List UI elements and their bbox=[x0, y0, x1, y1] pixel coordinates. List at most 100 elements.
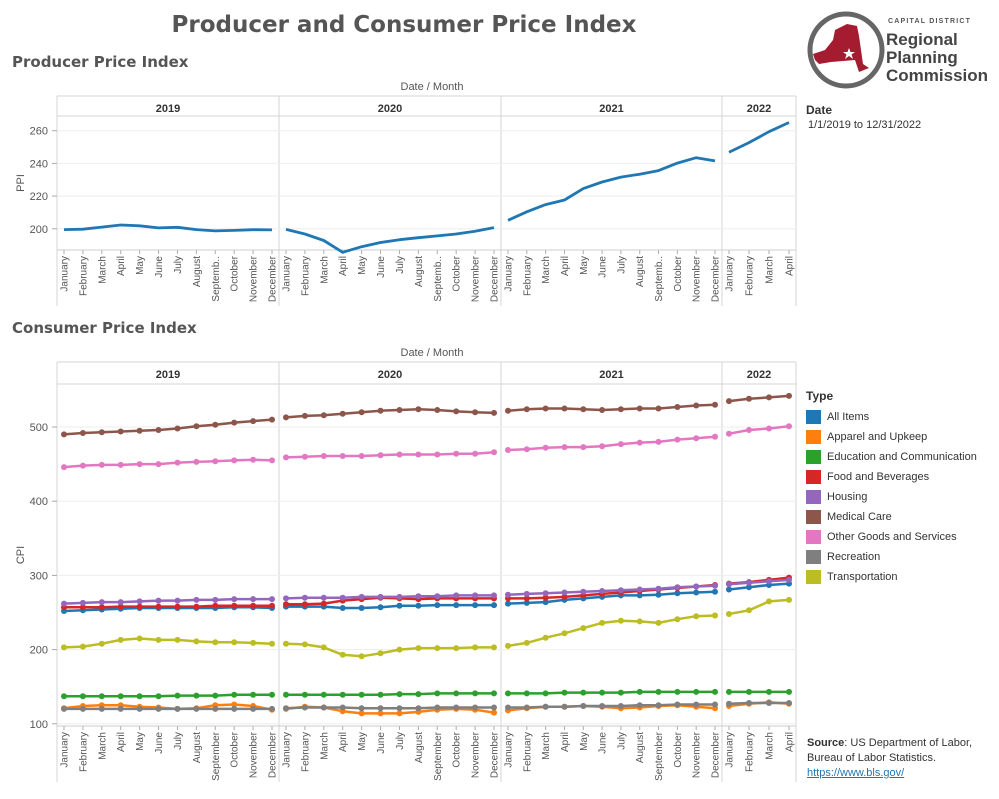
data-point bbox=[766, 425, 772, 432]
legend-item[interactable]: Transportation bbox=[806, 567, 977, 587]
data-point bbox=[491, 592, 497, 599]
data-point bbox=[542, 599, 549, 606]
data-point bbox=[674, 404, 681, 410]
data-point bbox=[136, 461, 143, 468]
data-point bbox=[523, 590, 530, 597]
data-point bbox=[358, 409, 365, 416]
legend-item[interactable]: Apparel and Upkeep bbox=[806, 427, 977, 447]
x-tick-label: April bbox=[116, 256, 127, 276]
data-point bbox=[339, 651, 346, 658]
x-tick-label: November bbox=[692, 255, 703, 302]
x-tick-label: October bbox=[673, 255, 684, 291]
x-tick-label: March bbox=[319, 256, 330, 284]
data-point bbox=[193, 603, 200, 610]
legend-item[interactable]: Food and Beverages bbox=[806, 467, 977, 487]
data-point bbox=[766, 688, 772, 695]
date-filter-title: Date bbox=[806, 103, 833, 117]
data-point bbox=[358, 705, 365, 712]
data-point bbox=[523, 639, 530, 646]
x-tick-label: August bbox=[414, 732, 425, 763]
data-point bbox=[726, 586, 732, 593]
data-point bbox=[339, 453, 346, 459]
data-point bbox=[320, 412, 327, 419]
data-point bbox=[746, 607, 752, 614]
data-point bbox=[301, 704, 308, 711]
data-point bbox=[523, 704, 530, 711]
series-line bbox=[508, 690, 715, 695]
data-point bbox=[61, 644, 67, 651]
data-point bbox=[561, 703, 568, 710]
data-point bbox=[155, 636, 162, 643]
data-point bbox=[523, 690, 530, 697]
data-point bbox=[174, 425, 181, 432]
data-point bbox=[269, 457, 275, 464]
data-point bbox=[491, 704, 497, 711]
data-point bbox=[505, 704, 511, 711]
data-point bbox=[396, 451, 403, 458]
legend-item[interactable]: Recreation bbox=[806, 547, 977, 567]
x-tick-label: August bbox=[635, 256, 646, 287]
y-tick-label: 240 bbox=[30, 158, 48, 170]
x-tick-label: February bbox=[745, 732, 756, 772]
legend-swatch bbox=[806, 410, 821, 424]
data-point bbox=[231, 701, 238, 708]
data-point bbox=[339, 605, 346, 611]
data-point bbox=[301, 453, 308, 460]
data-point bbox=[155, 693, 162, 700]
x-tick-label: August bbox=[192, 732, 203, 763]
data-point bbox=[786, 423, 792, 430]
series-line bbox=[507, 403, 716, 412]
logo-line-planning: Planning bbox=[886, 48, 958, 67]
data-point bbox=[61, 705, 67, 712]
legend-item[interactable]: Medical Care bbox=[806, 507, 977, 527]
x-tick-label: October bbox=[230, 255, 241, 291]
legend-item[interactable]: All Items bbox=[806, 407, 977, 427]
legend-item[interactable]: Education and Communication bbox=[806, 447, 977, 467]
data-point bbox=[155, 427, 162, 433]
data-point bbox=[655, 585, 662, 592]
data-point bbox=[674, 701, 681, 708]
data-point bbox=[523, 406, 530, 413]
data-point bbox=[726, 581, 732, 588]
legend-item[interactable]: Other Goods and Services bbox=[806, 527, 977, 547]
x-tick-label: August bbox=[192, 256, 203, 287]
data-point bbox=[617, 617, 624, 624]
source-text: : US Department of Labor, Bureau of Labo… bbox=[807, 737, 973, 764]
data-point bbox=[655, 405, 662, 412]
x-tick-label: October bbox=[452, 731, 463, 767]
source-label: Source bbox=[807, 737, 845, 749]
data-point bbox=[269, 416, 275, 423]
data-point bbox=[250, 639, 257, 646]
legend-item[interactable]: Housing bbox=[806, 487, 977, 507]
data-point bbox=[655, 591, 662, 598]
data-point bbox=[250, 602, 257, 609]
data-point bbox=[542, 703, 549, 710]
date-filter[interactable]: Date 1/1/2019 to 12/31/2022 bbox=[806, 103, 921, 131]
x-tick-label: July bbox=[173, 256, 184, 274]
data-point bbox=[491, 644, 497, 651]
rpc-logo: CAPITAL DISTRICT Regional Planning Commi… bbox=[805, 10, 995, 90]
data-point bbox=[98, 604, 105, 611]
x-tick-label: March bbox=[541, 256, 552, 284]
data-point bbox=[250, 705, 257, 712]
data-point bbox=[415, 691, 422, 698]
data-point bbox=[505, 407, 511, 414]
x-tick-label: March bbox=[765, 732, 776, 760]
logo-line-regional: Regional bbox=[886, 30, 958, 49]
source-link[interactable]: https://www.bls.gov/ bbox=[807, 767, 905, 779]
data-point bbox=[396, 646, 403, 653]
data-point bbox=[269, 691, 275, 698]
data-point bbox=[472, 644, 479, 651]
data-point bbox=[283, 640, 289, 647]
data-point bbox=[155, 461, 162, 468]
data-point bbox=[415, 406, 422, 413]
data-point bbox=[617, 587, 624, 594]
x-tick-label: May bbox=[579, 732, 590, 751]
year-label-2019: 2019 bbox=[156, 103, 180, 115]
legend-swatch bbox=[806, 530, 821, 544]
data-point bbox=[339, 410, 346, 417]
data-point bbox=[79, 462, 86, 469]
data-point bbox=[505, 642, 511, 649]
series-line bbox=[728, 701, 789, 705]
data-point bbox=[617, 406, 624, 413]
